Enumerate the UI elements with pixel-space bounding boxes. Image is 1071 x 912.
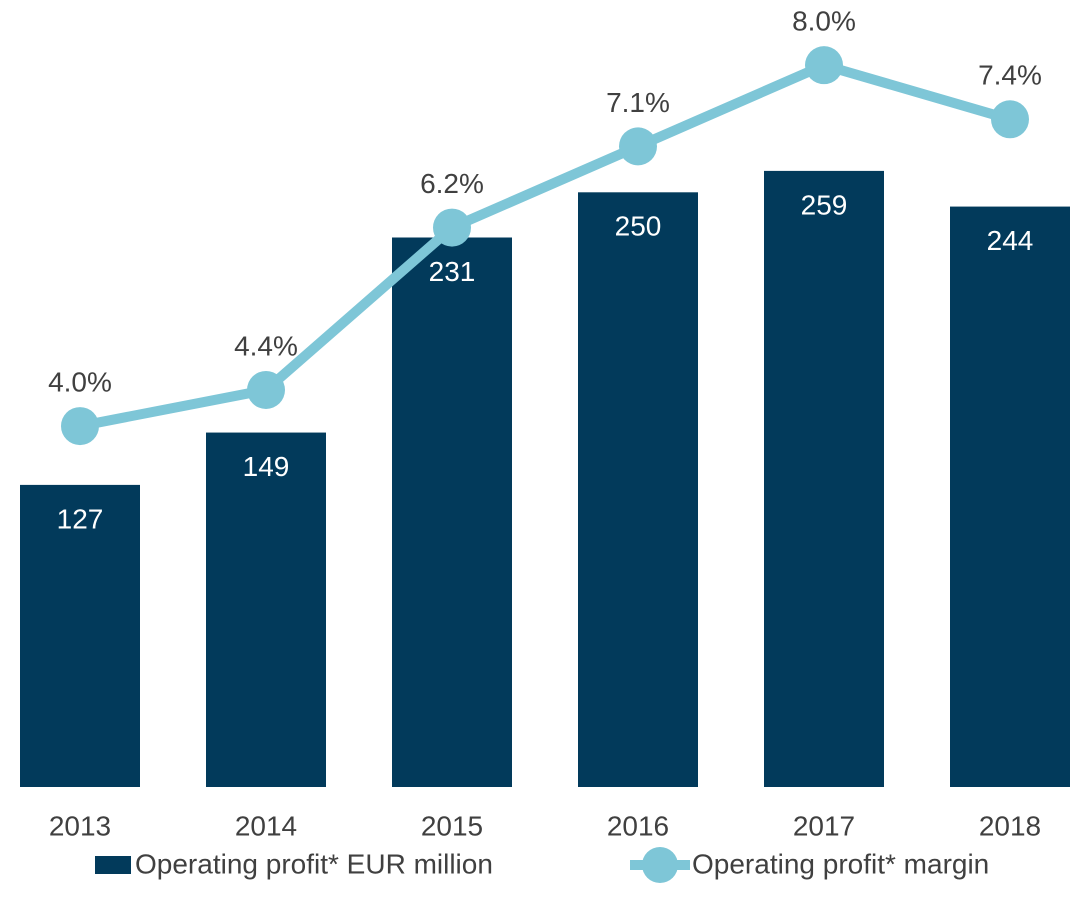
line-value-label: 4.4%	[234, 330, 298, 361]
legend-label: Operating profit* EUR million	[135, 848, 493, 879]
line-marker	[991, 100, 1029, 139]
line	[79, 59, 1012, 431]
bar-value-label: 244	[987, 225, 1034, 256]
line-marker	[805, 46, 843, 85]
x-tick-label: 2017	[793, 810, 855, 841]
bar-value-label: 231	[429, 256, 476, 287]
line-marker	[61, 407, 99, 446]
bar-value-label: 149	[243, 451, 290, 482]
legend-swatch	[95, 856, 131, 874]
bar	[764, 170, 884, 788]
x-tick-label: 2013	[49, 810, 111, 841]
x-tick-label: 2018	[979, 810, 1041, 841]
line-marker	[247, 370, 285, 409]
line-value-label: 6.2%	[420, 168, 484, 199]
legend-label: Operating profit* margin	[692, 848, 989, 879]
line-marker	[619, 127, 657, 166]
bar-value-label: 250	[615, 211, 662, 242]
bar	[578, 192, 698, 787]
x-tick-label: 2014	[235, 810, 297, 841]
line-value-label: 8.0%	[792, 6, 856, 37]
line-value-label: 4.0%	[48, 366, 112, 397]
bar-value-label: 127	[57, 503, 104, 534]
x-tick-label: 2015	[421, 810, 483, 841]
line-marker	[433, 208, 471, 247]
bar-value-label: 259	[801, 189, 848, 220]
bar	[950, 206, 1070, 788]
line-value-label: 7.1%	[606, 87, 670, 118]
bar	[20, 484, 140, 787]
bar	[206, 432, 326, 787]
bar	[392, 237, 512, 787]
line-value-label: 7.4%	[978, 60, 1042, 91]
legend-swatch	[642, 847, 678, 883]
x-tick-label: 2016	[607, 810, 669, 841]
